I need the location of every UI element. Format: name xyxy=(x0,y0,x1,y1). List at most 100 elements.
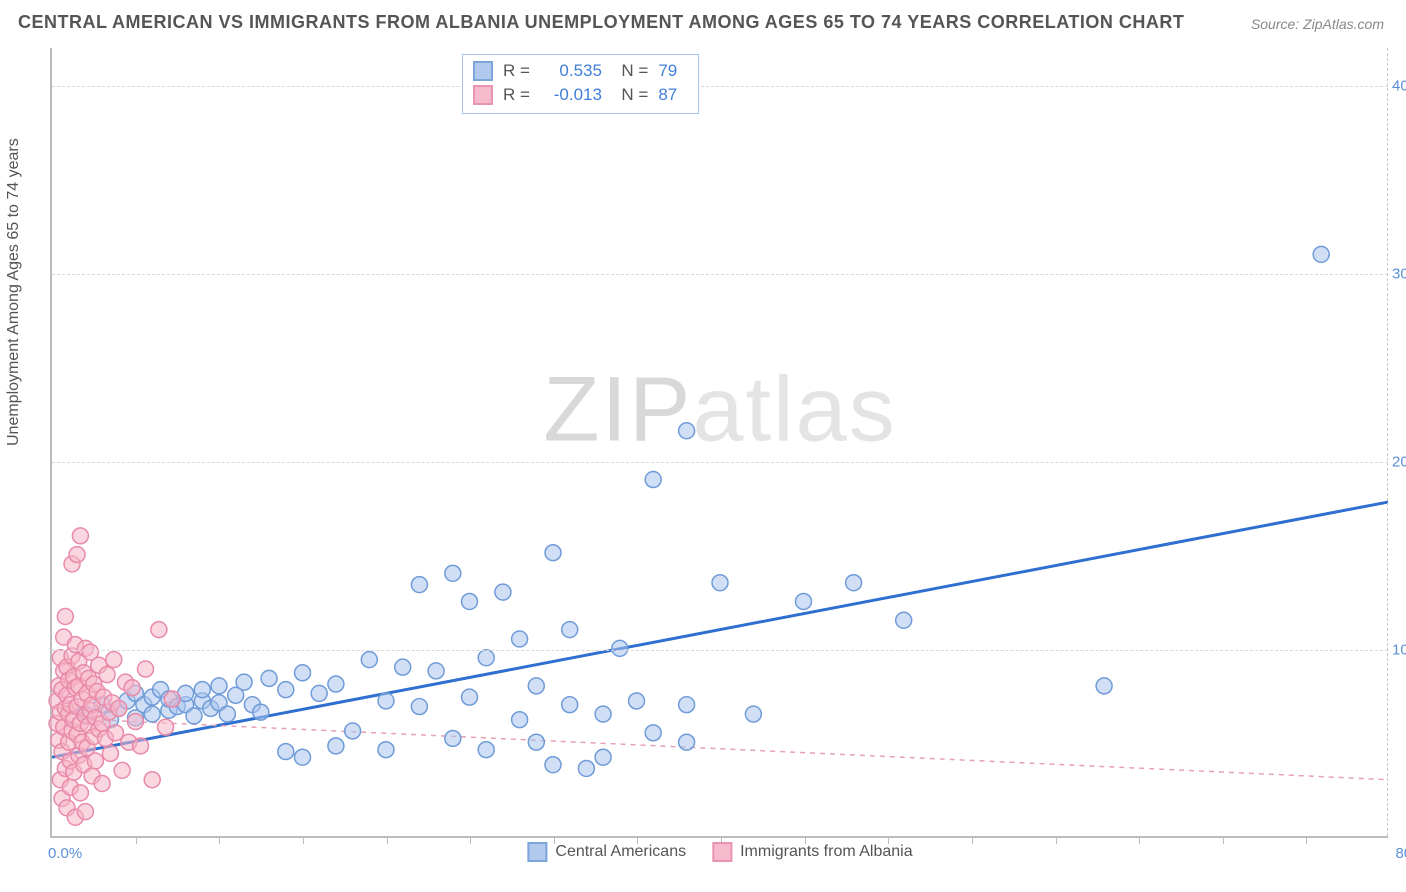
data-point xyxy=(712,575,728,591)
scatter-svg xyxy=(52,48,1388,836)
legend-item-series1: Central Americans xyxy=(527,842,686,862)
r-label: R = xyxy=(503,85,530,105)
gridline xyxy=(52,462,1388,463)
data-point xyxy=(528,678,544,694)
data-point xyxy=(495,584,511,600)
data-point xyxy=(278,744,294,760)
data-point xyxy=(478,742,494,758)
y-axis-label: Unemployment Among Ages 65 to 74 years xyxy=(5,138,23,446)
data-point xyxy=(562,697,578,713)
swatch-series2 xyxy=(473,85,493,105)
data-point xyxy=(512,712,528,728)
stats-row-series1: R = 0.535 N = 79 xyxy=(473,59,688,83)
data-point xyxy=(512,631,528,647)
data-point xyxy=(219,706,235,722)
data-point xyxy=(796,593,812,609)
source-attribution: Source: ZipAtlas.com xyxy=(1251,16,1384,32)
data-point xyxy=(378,693,394,709)
y-tick-label: 40.0% xyxy=(1392,77,1406,94)
x-tick xyxy=(303,836,304,844)
data-point xyxy=(72,785,88,801)
data-point xyxy=(745,706,761,722)
data-point xyxy=(528,734,544,750)
legend-label-series2: Immigrants from Albania xyxy=(740,843,913,861)
n-label: N = xyxy=(612,85,648,105)
legend-swatch-series1 xyxy=(527,842,547,862)
x-tick xyxy=(219,836,220,844)
data-point xyxy=(478,650,494,666)
x-axis-origin-label: 0.0% xyxy=(48,845,82,862)
data-point xyxy=(328,738,344,754)
data-point xyxy=(896,612,912,628)
data-point xyxy=(462,689,478,705)
data-point xyxy=(164,691,180,707)
data-point xyxy=(578,760,594,776)
data-point xyxy=(629,693,645,709)
data-point xyxy=(72,528,88,544)
data-point xyxy=(144,706,160,722)
data-point xyxy=(111,700,127,716)
data-point xyxy=(679,423,695,439)
data-point xyxy=(462,593,478,609)
gridline xyxy=(52,274,1388,275)
data-point xyxy=(328,676,344,692)
data-point xyxy=(69,547,85,563)
x-tick xyxy=(1306,836,1307,844)
data-point xyxy=(361,652,377,668)
data-point xyxy=(1096,678,1112,694)
data-point xyxy=(57,609,73,625)
data-point xyxy=(138,661,154,677)
chart-title: CENTRAL AMERICAN VS IMMIGRANTS FROM ALBA… xyxy=(18,12,1184,33)
n-value-series2: 87 xyxy=(658,85,688,105)
r-value-series2: -0.013 xyxy=(540,85,602,105)
legend-item-series2: Immigrants from Albania xyxy=(712,842,913,862)
data-point xyxy=(395,659,411,675)
data-point xyxy=(428,663,444,679)
data-point xyxy=(128,714,144,730)
data-point xyxy=(94,775,110,791)
data-point xyxy=(411,699,427,715)
data-point xyxy=(158,719,174,735)
gridline xyxy=(52,86,1388,87)
data-point xyxy=(151,622,167,638)
data-point xyxy=(645,472,661,488)
y-tick-label: 20.0% xyxy=(1392,453,1406,470)
data-point xyxy=(77,804,93,820)
data-point xyxy=(645,725,661,741)
data-point xyxy=(445,730,461,746)
x-tick xyxy=(1056,836,1057,844)
x-tick xyxy=(136,836,137,844)
plot-area: ZIPatlas 10.0%20.0%30.0%40.0% 0.0% 80.0%… xyxy=(50,48,1388,838)
x-tick xyxy=(972,836,973,844)
regression-line xyxy=(52,718,1388,780)
data-point xyxy=(612,640,628,656)
data-point xyxy=(595,749,611,765)
data-point xyxy=(194,682,210,698)
data-point xyxy=(106,652,122,668)
legend-swatch-series2 xyxy=(712,842,732,862)
data-point xyxy=(545,545,561,561)
data-point xyxy=(445,565,461,581)
data-point xyxy=(545,757,561,773)
x-axis-max-label: 80.0% xyxy=(1395,845,1406,862)
data-point xyxy=(679,697,695,713)
data-point xyxy=(679,734,695,750)
stats-row-series2: R = -0.013 N = 87 xyxy=(473,83,688,107)
data-point xyxy=(846,575,862,591)
data-point xyxy=(311,685,327,701)
x-tick xyxy=(1223,836,1224,844)
correlation-stats-box: R = 0.535 N = 79 R = -0.013 N = 87 xyxy=(462,54,699,114)
data-point xyxy=(562,622,578,638)
data-point xyxy=(295,749,311,765)
r-label: R = xyxy=(503,61,530,81)
data-point xyxy=(124,680,140,696)
data-point xyxy=(144,772,160,788)
legend-label-series1: Central Americans xyxy=(555,843,686,861)
data-point xyxy=(186,708,202,724)
regression-line xyxy=(52,502,1388,757)
data-point xyxy=(102,745,118,761)
data-point xyxy=(295,665,311,681)
gridline xyxy=(52,650,1388,651)
y-tick-label: 30.0% xyxy=(1392,265,1406,282)
x-tick xyxy=(387,836,388,844)
